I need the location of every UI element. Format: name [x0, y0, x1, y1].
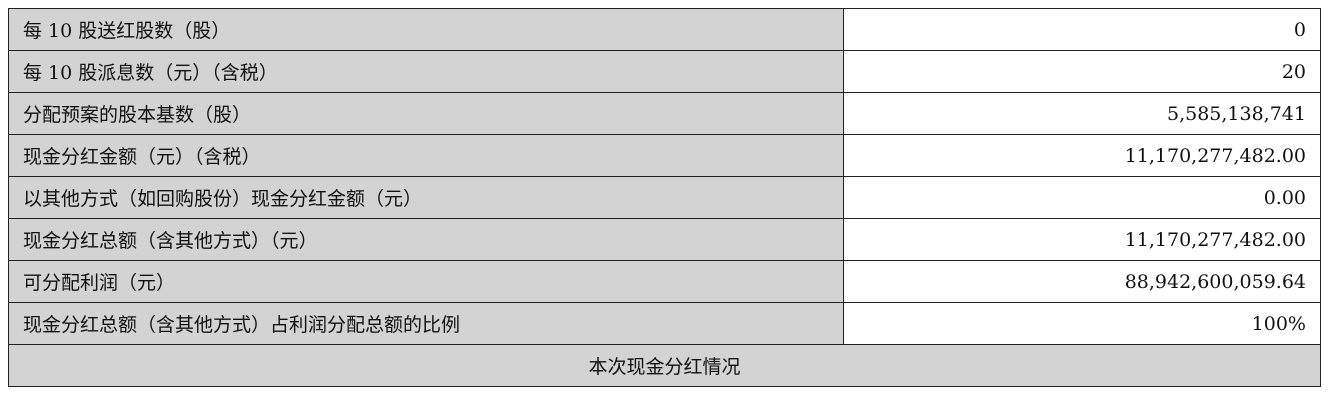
row-value: 11,170,277,482.00	[843, 134, 1321, 177]
dividend-table: 每 10 股送红股数（股） 0 每 10 股派息数（元）（含税） 20 分配预案的股本基…	[8, 8, 1321, 387]
table-row: 每 10 股送红股数（股） 0	[8, 8, 1321, 51]
row-label: 每 10 股送红股数（股）	[8, 8, 844, 51]
row-label: 可分配利润（元）	[8, 260, 844, 303]
row-value: 20	[843, 50, 1321, 93]
row-label: 现金分红总额（含其他方式）占利润分配总额的比例	[8, 302, 844, 345]
row-value: 88,942,600,059.64	[843, 260, 1321, 303]
table-row: 分配预案的股本基数（股） 5,585,138,741	[8, 92, 1321, 135]
row-label: 每 10 股派息数（元）（含税）	[8, 50, 844, 93]
row-label: 现金分红总额（含其他方式）（元）	[8, 218, 844, 261]
row-value: 0	[843, 8, 1321, 51]
table-row: 以其他方式（如回购股份）现金分红金额（元） 0.00	[8, 176, 1321, 219]
row-label: 分配预案的股本基数（股）	[8, 92, 844, 135]
table-row: 现金分红总额（含其他方式）（元） 11,170,277,482.00	[8, 218, 1321, 261]
table-row: 可分配利润（元） 88,942,600,059.64	[8, 260, 1321, 303]
row-value: 0.00	[843, 176, 1321, 219]
table-row: 现金分红总额（含其他方式）占利润分配总额的比例 100%	[8, 302, 1321, 345]
row-label: 现金分红金额（元）（含税）	[8, 134, 844, 177]
table-row: 每 10 股派息数（元）（含税） 20	[8, 50, 1321, 93]
row-value: 11,170,277,482.00	[843, 218, 1321, 261]
section-header-row: 本次现金分红情况	[8, 344, 1321, 387]
row-value: 100%	[843, 302, 1321, 345]
row-value: 5,585,138,741	[843, 92, 1321, 135]
table-row: 现金分红金额（元）（含税） 11,170,277,482.00	[8, 134, 1321, 177]
row-label: 以其他方式（如回购股份）现金分红金额（元）	[8, 176, 844, 219]
section-header: 本次现金分红情况	[8, 344, 1321, 387]
